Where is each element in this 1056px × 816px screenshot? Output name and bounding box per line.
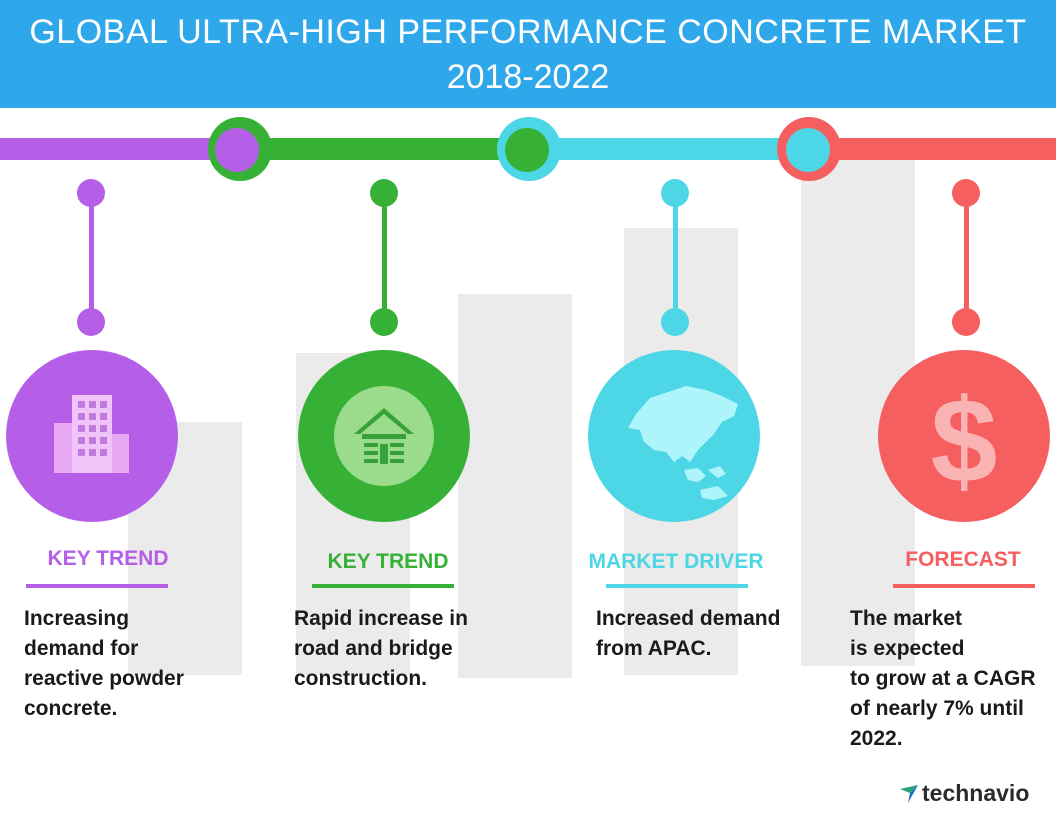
header-banner: GLOBAL ULTRA-HIGH PERFORMANCE CONCRETE M…	[0, 0, 1056, 108]
timeline-segment-green	[240, 138, 530, 160]
card-circle-4: $	[878, 350, 1050, 522]
timeline-segment-cyan	[530, 138, 810, 160]
page-subtitle-years: 2018-2022	[446, 58, 610, 96]
svg-text:$: $	[931, 374, 998, 508]
background-bar-3	[458, 294, 572, 678]
house-icon	[334, 386, 434, 486]
card-description-4: The market is expected to grow at a CAGR…	[850, 607, 1036, 750]
card-circle-3	[588, 350, 760, 522]
timeline-segment-red	[810, 138, 1056, 160]
timeline-node-purple-dot	[215, 128, 259, 172]
asia-map-icon	[628, 386, 738, 500]
card-description-3: Increased demand from APAC.	[596, 607, 781, 660]
page-title: GLOBAL ULTRA-HIGH PERFORMANCE CONCRETE M…	[29, 13, 1027, 51]
stem-bottom-dot-1	[77, 308, 105, 336]
card-description-1: Increasing demand for reactive powder co…	[24, 607, 184, 720]
stem-line-2	[382, 195, 387, 323]
card-category-3: MARKET DRIVER	[588, 550, 764, 573]
dollar-icon: $	[931, 374, 998, 508]
card-underline-1	[26, 584, 168, 588]
technavio-logo-icon	[900, 785, 918, 803]
card-category-1: KEY TREND	[47, 547, 169, 570]
card-circle-2	[298, 350, 470, 522]
timeline-segment-purple	[0, 138, 240, 160]
stem-bottom-dot-4	[952, 308, 980, 336]
card-description-2: Rapid increase in road and bridge constr…	[294, 607, 468, 690]
stem-line-3	[673, 195, 678, 323]
stem-bottom-dot-2	[370, 308, 398, 336]
stem-line-4	[964, 195, 969, 323]
card-underline-3	[606, 584, 748, 588]
card-category-4: FORECAST	[905, 548, 1021, 571]
card-underline-2	[312, 584, 454, 588]
brand-logo: technavio	[922, 780, 1030, 806]
stem-bottom-dot-3	[661, 308, 689, 336]
timeline-node-green-dot	[505, 128, 549, 172]
card-circle-1	[6, 350, 178, 522]
card-underline-4	[893, 584, 1035, 588]
card-category-2: KEY TREND	[327, 550, 449, 573]
stem-line-1	[89, 195, 94, 323]
building-icon	[54, 395, 129, 473]
timeline-node-cyan-dot	[786, 128, 830, 172]
